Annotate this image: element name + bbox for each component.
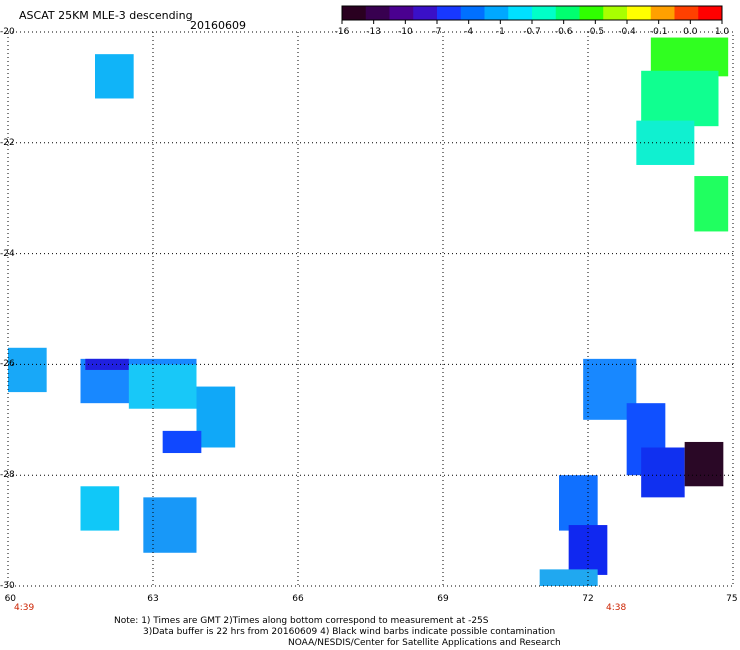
- wind-cell-cell-G: [162, 430, 202, 454]
- wind-cell-cell-E: [128, 364, 197, 409]
- colorbar-tick-label: -0.5: [586, 27, 605, 37]
- note-line-3: NOAA/NESDIS/Center for Satellite Applica…: [288, 638, 561, 648]
- note-line-2: 3)Data buffer is 22 hrs from 20160609 4)…: [143, 627, 556, 637]
- map-date: 20160609: [190, 19, 246, 32]
- colorbar-swatch: [484, 6, 509, 20]
- time-label-left: 4:39: [14, 603, 35, 613]
- lon-tick-label: 72: [582, 594, 594, 604]
- colorbar-tick-label: -16: [334, 27, 350, 37]
- wind-cell-cell-P: [539, 569, 598, 586]
- colorbar-swatch: [627, 6, 652, 20]
- colorbar-swatch: [555, 6, 580, 20]
- colorbar-swatch: [460, 6, 485, 20]
- colorbar-swatch: [532, 6, 557, 20]
- colorbar-tick-label: -4: [464, 27, 474, 37]
- wind-cell-cell-D: [85, 358, 129, 370]
- lat-tick-label: -28: [0, 470, 15, 481]
- wind-cell-cell-H: [80, 486, 120, 531]
- colorbar-swatch: [365, 6, 390, 20]
- lon-tick-label: 69: [437, 594, 449, 604]
- wind-cell-cell-L: [641, 447, 685, 498]
- wind-cell-cell-B: [8, 347, 47, 393]
- colorbar-tick-label: -7: [432, 27, 442, 37]
- note-line-1: Note: 1) Times are GMT 2)Times along bot…: [114, 616, 489, 626]
- lon-tick-label: 60: [4, 594, 17, 604]
- colorbar-swatch: [342, 6, 367, 20]
- colorbar-tick-label: -1: [495, 27, 505, 37]
- colorbar-swatch: [603, 6, 628, 20]
- colorbar-tick-label: 1.0: [714, 27, 730, 37]
- wind-cell-cell-S: [636, 120, 695, 165]
- colorbar-swatch: [698, 6, 723, 20]
- wind-cell-cell-T: [694, 176, 729, 232]
- wind-cell-cell-I: [143, 497, 197, 553]
- colorbar-tick-label: 0.0: [683, 27, 698, 37]
- wind-cell-cell-Q: [650, 37, 729, 77]
- lon-tick-label: 63: [147, 594, 159, 604]
- wind-cell-cell-M: [684, 441, 724, 487]
- colorbar-swatch: [389, 6, 414, 20]
- lat-tick-label: -26: [0, 359, 15, 370]
- wind-cell-cell-F: [196, 386, 236, 448]
- colorbar-tick-label: -10: [397, 27, 413, 37]
- colorbar-swatch: [674, 6, 699, 20]
- colorbar-swatch: [579, 6, 604, 20]
- lat-tick-label: -20: [0, 27, 15, 37]
- plot-frame: [7, 31, 734, 587]
- wind-cell-cell-R: [641, 70, 719, 127]
- wind-cell-cell-O: [568, 525, 608, 575]
- colorbar-tick-label: -0.6: [554, 27, 573, 37]
- map-title: ASCAT 25KM MLE-3 descending: [19, 9, 193, 22]
- lon-tick-label: 75: [726, 594, 738, 604]
- colorbar-tick-label: -13: [366, 27, 382, 37]
- colorbar-swatch: [413, 6, 438, 20]
- wind-cell-cell-A: [95, 54, 134, 99]
- time-label-right: 4:38: [606, 603, 627, 613]
- colorbar-swatch: [650, 6, 675, 20]
- colorbar-swatch: [437, 6, 462, 20]
- wind-cell-cell-N: [559, 475, 598, 531]
- lat-tick-label: -30: [0, 581, 15, 591]
- lat-tick-label: -24: [0, 248, 15, 259]
- lon-tick-label: 66: [292, 594, 304, 604]
- colorbar-tick-label: -0.4: [618, 27, 636, 37]
- lat-tick-label: -22: [0, 137, 15, 148]
- colorbar-tick-label: -0.1: [649, 27, 668, 37]
- colorbar-tick-label: -0.7: [523, 27, 541, 37]
- colorbar-swatch: [508, 6, 533, 20]
